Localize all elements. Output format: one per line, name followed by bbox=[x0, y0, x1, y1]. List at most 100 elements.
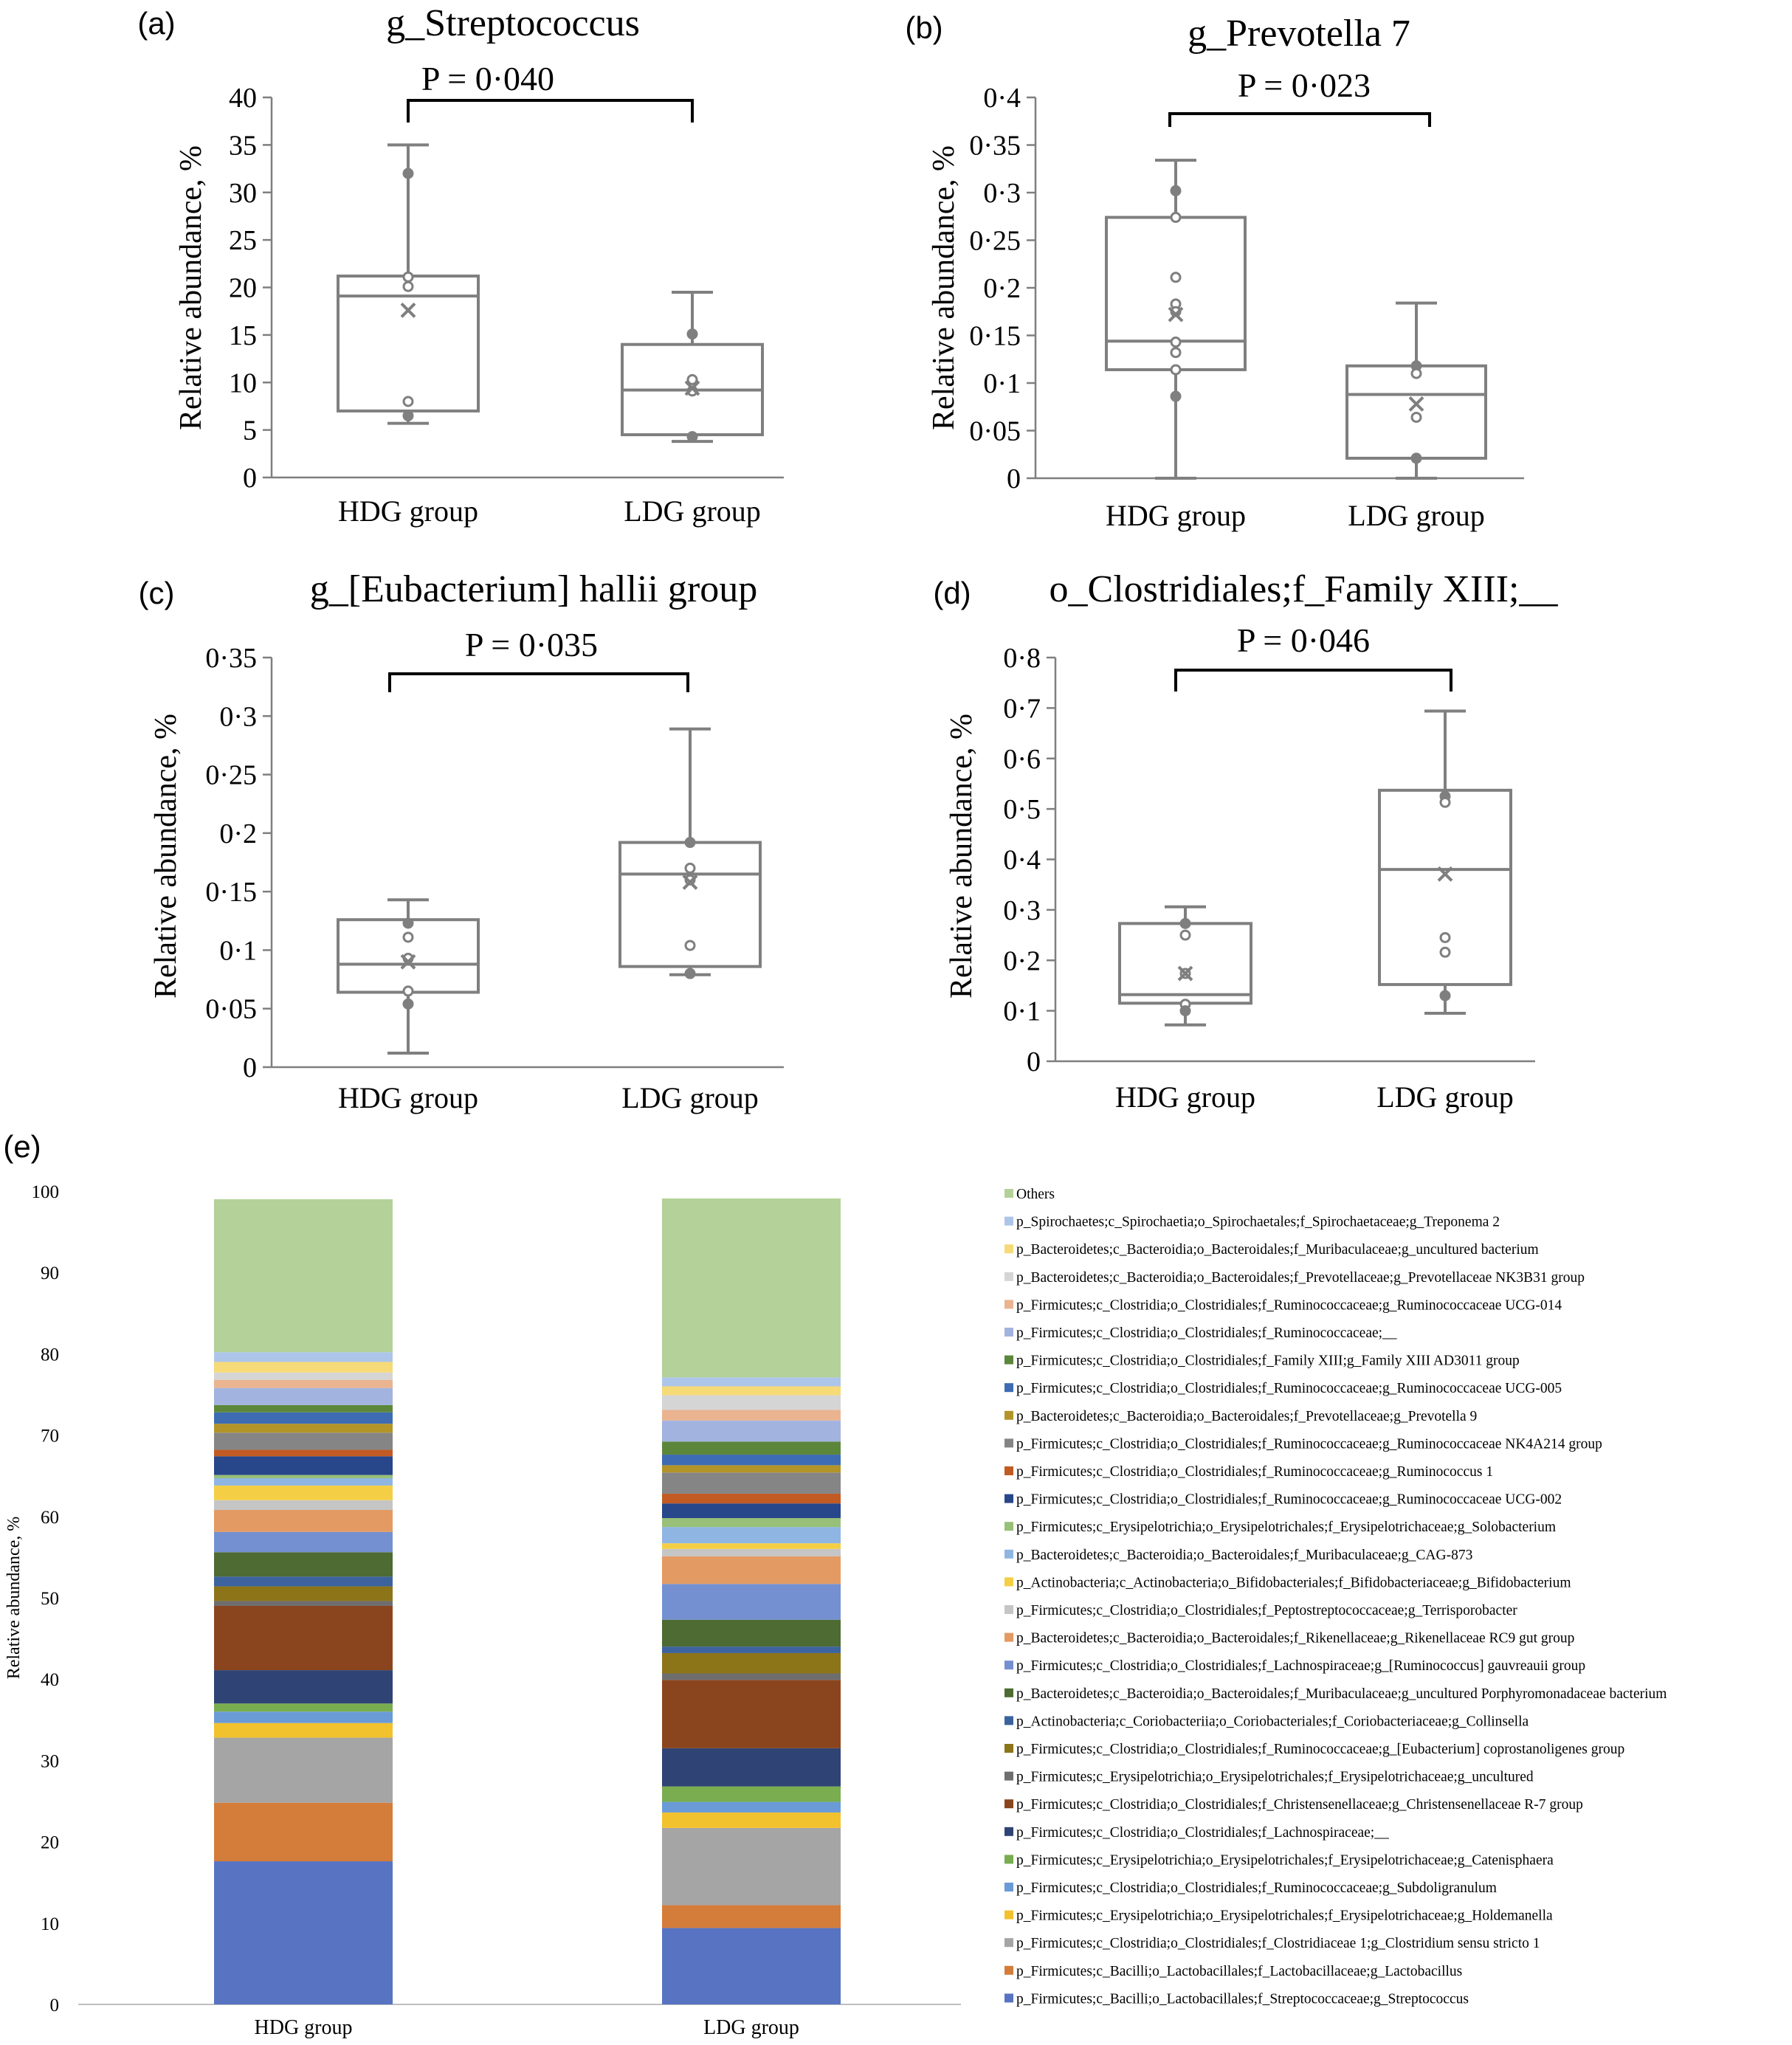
y-tick-label-a: 35 bbox=[229, 130, 257, 161]
y-tick-label-b: 0·1 bbox=[983, 368, 1021, 399]
category-label-b: LDG group bbox=[1348, 499, 1485, 532]
stacked-segment bbox=[214, 1475, 393, 1479]
y-tick-label-e: 60 bbox=[41, 1508, 59, 1528]
data-point-d bbox=[1179, 1005, 1191, 1017]
stacked-segment bbox=[214, 1362, 393, 1373]
data-point-c bbox=[684, 968, 696, 979]
significance-bracket-a bbox=[407, 99, 694, 123]
legend-swatch bbox=[1004, 1189, 1013, 1198]
y-tick-label-b: 0·2 bbox=[983, 273, 1021, 304]
y-tick-label-a: 5 bbox=[243, 415, 257, 446]
legend-swatch bbox=[1004, 1799, 1013, 1809]
data-point-c bbox=[402, 985, 414, 997]
legend-swatch bbox=[1004, 1216, 1013, 1226]
data-point-d bbox=[1439, 946, 1451, 958]
legend-label: p_Firmicutes;c_Clostridia;o_Clostridiale… bbox=[1016, 1436, 1602, 1452]
stacked-segment bbox=[214, 1509, 393, 1532]
mean-marker-d bbox=[1177, 965, 1193, 982]
legend-label: p_Actinobacteria;c_Coriobacteriia;o_Cori… bbox=[1016, 1714, 1529, 1729]
stacked-segment bbox=[214, 1485, 393, 1500]
legend-swatch bbox=[1004, 1632, 1013, 1642]
y-tick-label-d: 0·1 bbox=[1003, 996, 1041, 1027]
data-point-c bbox=[684, 874, 696, 886]
legend-swatch bbox=[1004, 1883, 1013, 1891]
category-label-e: LDG group bbox=[703, 2016, 799, 2039]
data-point-b bbox=[1170, 272, 1182, 283]
stacked-segment bbox=[662, 1548, 841, 1556]
data-point-b bbox=[1410, 452, 1422, 464]
legend-swatch bbox=[1004, 1272, 1013, 1281]
legend-label: Others bbox=[1016, 1187, 1055, 1202]
y-tick-label-e: 90 bbox=[41, 1263, 59, 1283]
stacked-segment bbox=[214, 1412, 393, 1424]
stacked-segment bbox=[662, 1786, 841, 1802]
legend-label: p_Bacteroidetes;c_Bacteroidia;o_Bacteroi… bbox=[1016, 1409, 1477, 1424]
y-tick-label-a: 30 bbox=[229, 178, 257, 209]
legend-swatch bbox=[1004, 1466, 1013, 1475]
y-tick-label-c: 0·05 bbox=[205, 994, 257, 1025]
legend-label: p_Actinobacteria;c_Actinobacteria;o_Bifi… bbox=[1016, 1575, 1571, 1590]
chart-title-b: g_Prevotella 7 bbox=[1188, 13, 1410, 55]
stacked-segment bbox=[662, 1198, 841, 1378]
significance-bracket-b bbox=[1168, 112, 1431, 127]
data-point-b bbox=[1170, 347, 1182, 359]
stacked-segment bbox=[214, 1387, 393, 1405]
legend-label: p_Firmicutes;c_Clostridia;o_Clostridiale… bbox=[1016, 1325, 1397, 1341]
stacked-segment bbox=[214, 1500, 393, 1510]
stacked-segment bbox=[662, 1377, 841, 1387]
legend-label: p_Firmicutes;c_Clostridia;o_Clostridiale… bbox=[1016, 1297, 1562, 1313]
stacked-segment bbox=[662, 1518, 841, 1528]
data-point-d bbox=[1439, 990, 1451, 1001]
p-value-d: P = 0·046 bbox=[1237, 621, 1370, 659]
y-tick-label-e: 10 bbox=[41, 1914, 59, 1934]
legend-label: p_Firmicutes;c_Clostridia;o_Clostridiale… bbox=[1016, 1825, 1389, 1841]
data-point-c bbox=[684, 837, 696, 849]
stacked-segment bbox=[662, 1420, 841, 1442]
stacked-segment bbox=[214, 1606, 393, 1671]
legend-swatch bbox=[1004, 1244, 1013, 1254]
legend-label: p_Bacteroidetes;c_Bacteroidia;o_Bacteroi… bbox=[1016, 1686, 1667, 1702]
data-point-b bbox=[1170, 185, 1182, 196]
mean-marker-d bbox=[1437, 866, 1453, 882]
chart-title-d: o_Clostridiales;f_Family XIII;__ bbox=[1050, 568, 1559, 610]
p-value-c: P = 0·035 bbox=[465, 626, 598, 663]
stacked-segment bbox=[214, 1703, 393, 1712]
panel-label-a: (a) bbox=[137, 6, 175, 41]
stacked-segment bbox=[662, 1619, 841, 1647]
y-tick-label-d: 0·2 bbox=[1003, 945, 1041, 976]
stacked-segment bbox=[662, 1652, 841, 1674]
stacked-segment bbox=[662, 1410, 841, 1421]
legend-swatch bbox=[1004, 1744, 1013, 1753]
stacked-segment bbox=[662, 1812, 841, 1828]
y-tick-label-a: 25 bbox=[229, 225, 257, 256]
stacked-segment bbox=[662, 1928, 841, 2004]
panel-label-d: (d) bbox=[933, 576, 971, 610]
data-point-a bbox=[402, 280, 414, 292]
legend-label: p_Bacteroidetes;c_Bacteroidia;o_Bacteroi… bbox=[1016, 1270, 1585, 1286]
legend-label: p_Firmicutes;c_Bacilli;o_Lactobacillales… bbox=[1016, 1964, 1462, 1979]
y-tick-label-e: 40 bbox=[41, 1670, 59, 1690]
legend-swatch bbox=[1004, 1688, 1013, 1697]
stacked-segment bbox=[662, 1905, 841, 1928]
data-point-a bbox=[402, 271, 414, 283]
legend-swatch bbox=[1004, 1522, 1013, 1531]
y-tick-label-b: 0·15 bbox=[969, 321, 1021, 352]
y-tick-label-c: 0·25 bbox=[205, 760, 257, 791]
category-label-d: HDG group bbox=[1115, 1080, 1255, 1114]
y-axis-label-a: Relative abundance, % bbox=[174, 145, 208, 430]
y-tick-label-a: 0 bbox=[243, 463, 257, 494]
y-tick-label-e: 30 bbox=[41, 1751, 59, 1771]
y-tick-label-a: 10 bbox=[229, 368, 257, 399]
stacked-segment bbox=[214, 1552, 393, 1577]
y-tick-label-b: 0·3 bbox=[983, 178, 1021, 209]
legend-label: p_Firmicutes;c_Bacilli;o_Lactobacillales… bbox=[1016, 1991, 1469, 2007]
y-tick-label-e: 70 bbox=[41, 1427, 59, 1446]
mean-marker-b bbox=[1168, 306, 1184, 323]
stacked-segment bbox=[662, 1801, 841, 1813]
legend-label: p_Firmicutes;c_Clostridia;o_Clostridiale… bbox=[1016, 1742, 1624, 1757]
stacked-segment bbox=[214, 1372, 393, 1380]
legend-label: p_Bacteroidetes;c_Bacteroidia;o_Bacteroi… bbox=[1016, 1548, 1472, 1563]
legend-swatch bbox=[1004, 1910, 1013, 1920]
y-tick-label-d: 0·8 bbox=[1003, 643, 1041, 674]
